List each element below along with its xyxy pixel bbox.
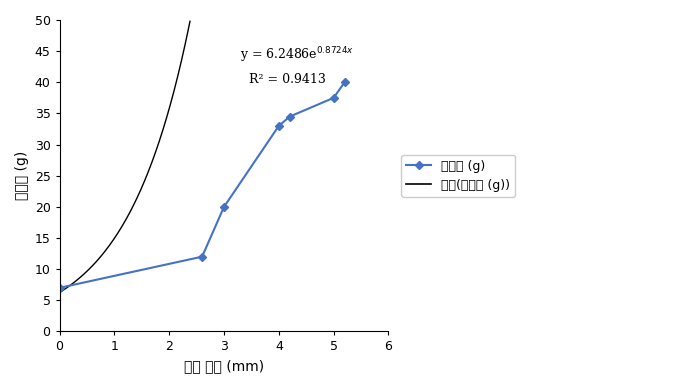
Text: y = 6.2486e$^{0.8724x}$: y = 6.2486e$^{0.8724x}$ (240, 45, 354, 64)
Legend: 풀칠량 (g), 지수(풀칠량 (g)): 풀칠량 (g), 지수(풀칠량 (g)) (401, 154, 515, 197)
Y-axis label: 풀칠량 (g): 풀칠량 (g) (15, 151, 29, 200)
X-axis label: 롤러 간격 (mm): 롤러 간격 (mm) (184, 359, 264, 373)
Text: R² = 0.9413: R² = 0.9413 (249, 73, 325, 86)
